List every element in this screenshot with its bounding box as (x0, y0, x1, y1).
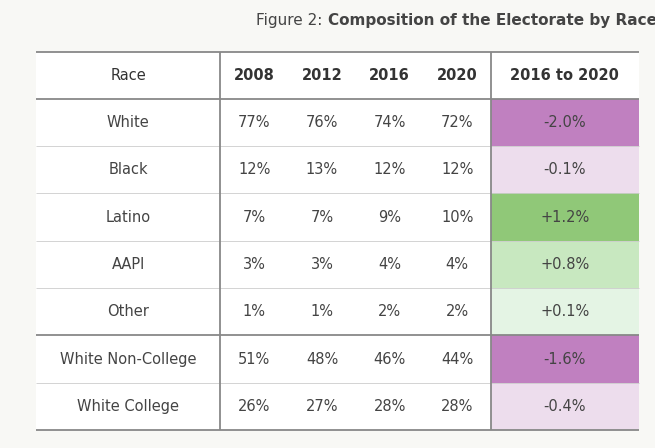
Text: 2008: 2008 (234, 68, 274, 83)
Text: 44%: 44% (441, 352, 474, 366)
Text: -2.0%: -2.0% (544, 115, 586, 130)
Text: 7%: 7% (310, 210, 333, 224)
Text: 12%: 12% (373, 162, 406, 177)
Bar (491, 336, 639, 383)
Text: 77%: 77% (238, 115, 271, 130)
Text: 28%: 28% (441, 399, 474, 414)
Text: White College: White College (77, 399, 179, 414)
Text: 3%: 3% (243, 257, 266, 272)
Bar (491, 241, 639, 288)
Text: 2016 to 2020: 2016 to 2020 (510, 68, 619, 83)
Text: 4%: 4% (378, 257, 401, 272)
Text: 51%: 51% (238, 352, 271, 366)
Text: 2016: 2016 (369, 68, 410, 83)
Text: 2%: 2% (378, 304, 401, 319)
Text: 3%: 3% (310, 257, 333, 272)
Text: 2020: 2020 (437, 68, 477, 83)
Text: White Non-College: White Non-College (60, 352, 196, 366)
Text: 76%: 76% (306, 115, 338, 130)
Text: 12%: 12% (238, 162, 271, 177)
Text: 1%: 1% (243, 304, 266, 319)
Text: 2%: 2% (445, 304, 469, 319)
Text: 48%: 48% (306, 352, 338, 366)
Text: 26%: 26% (238, 399, 271, 414)
Bar (36, 52, 639, 430)
Text: 9%: 9% (378, 210, 401, 224)
Text: AAPI: AAPI (111, 257, 145, 272)
Bar (491, 99, 639, 146)
Bar (491, 383, 639, 430)
Text: Figure 2:: Figure 2: (256, 13, 328, 28)
Text: 4%: 4% (446, 257, 469, 272)
Text: +0.1%: +0.1% (540, 304, 590, 319)
Text: 13%: 13% (306, 162, 338, 177)
Text: Latino: Latino (105, 210, 151, 224)
Text: +0.8%: +0.8% (540, 257, 590, 272)
Text: 27%: 27% (306, 399, 338, 414)
Text: Composition of the Electorate by Race, 2008-2020: Composition of the Electorate by Race, 2… (328, 13, 655, 28)
Text: -0.4%: -0.4% (544, 399, 586, 414)
Text: 12%: 12% (441, 162, 474, 177)
Text: 46%: 46% (373, 352, 405, 366)
Text: Race: Race (111, 68, 146, 83)
Text: 1%: 1% (310, 304, 333, 319)
Bar (491, 288, 639, 336)
Text: -0.1%: -0.1% (544, 162, 586, 177)
Bar (491, 194, 639, 241)
Text: 74%: 74% (373, 115, 406, 130)
Text: 72%: 72% (441, 115, 474, 130)
Text: White: White (107, 115, 149, 130)
Text: +1.2%: +1.2% (540, 210, 590, 224)
Text: Other: Other (107, 304, 149, 319)
Text: -1.6%: -1.6% (544, 352, 586, 366)
Text: Black: Black (109, 162, 148, 177)
Text: 28%: 28% (373, 399, 406, 414)
Bar (491, 146, 639, 194)
Text: 2012: 2012 (301, 68, 343, 83)
Text: 10%: 10% (441, 210, 474, 224)
Text: 7%: 7% (243, 210, 266, 224)
